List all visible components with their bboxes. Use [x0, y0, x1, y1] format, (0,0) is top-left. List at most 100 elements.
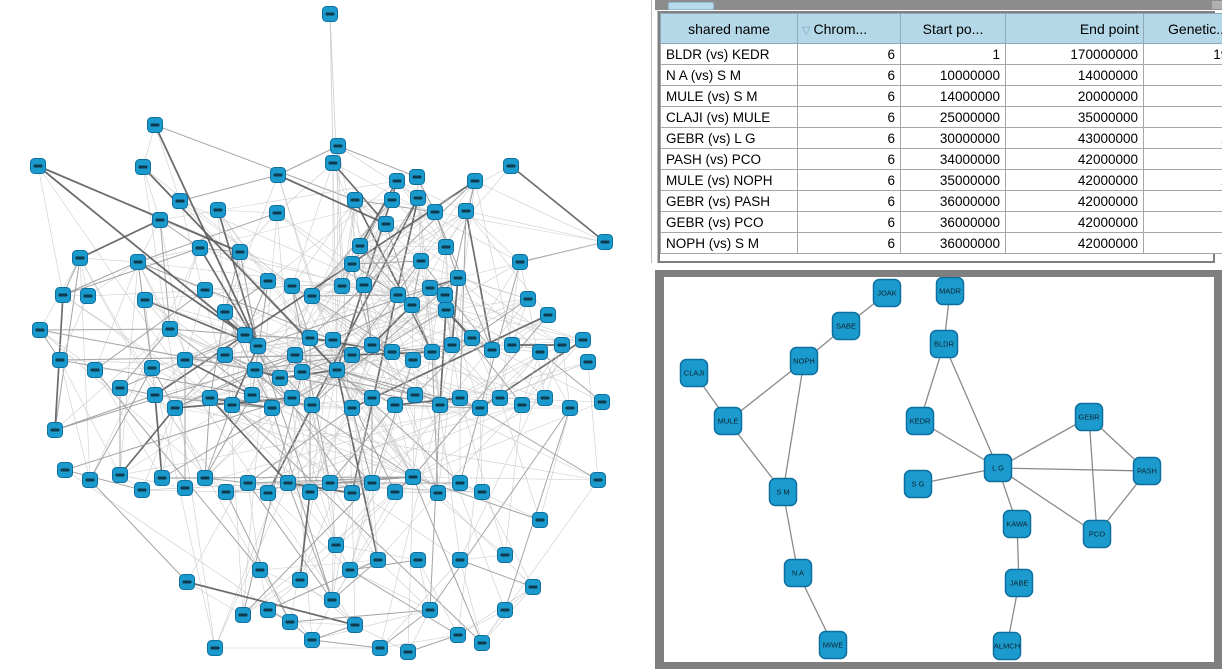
network-node[interactable] [147, 387, 163, 403]
network-node[interactable] [390, 287, 406, 303]
network-node-BLDR[interactable]: BLDR [929, 329, 959, 359]
network-node[interactable] [497, 547, 513, 563]
network-node[interactable] [344, 256, 360, 272]
column-header-1[interactable]: ▽ Chrom... [797, 13, 901, 44]
network-node[interactable] [137, 292, 153, 308]
network-node[interactable] [328, 537, 344, 553]
network-edge-L G-PASH[interactable] [997, 467, 1148, 472]
network-node[interactable] [322, 6, 338, 22]
network-node[interactable] [452, 552, 468, 568]
network-node[interactable] [287, 347, 303, 363]
network-node[interactable] [302, 330, 318, 346]
network-node[interactable] [47, 422, 63, 438]
network-node[interactable] [575, 332, 591, 348]
network-node-PASH[interactable]: PASH [1132, 456, 1162, 486]
network-node[interactable] [280, 475, 296, 491]
network-node[interactable] [334, 278, 350, 294]
network-node[interactable] [240, 475, 256, 491]
network-node[interactable] [344, 485, 360, 501]
network-node[interactable] [430, 485, 446, 501]
network-node[interactable] [218, 484, 234, 500]
network-node[interactable] [172, 193, 188, 209]
network-node[interactable] [344, 400, 360, 416]
network-node[interactable] [438, 239, 454, 255]
network-node[interactable] [364, 390, 380, 406]
network-node[interactable] [562, 400, 578, 416]
network-node[interactable] [325, 155, 341, 171]
network-node[interactable] [410, 190, 426, 206]
network-node[interactable] [294, 364, 310, 380]
network-node[interactable] [197, 470, 213, 486]
network-node-S M[interactable]: S M [768, 477, 798, 507]
network-node-KAWA[interactable]: KAWA [1002, 509, 1032, 539]
network-node[interactable] [532, 344, 548, 360]
network-node[interactable] [177, 352, 193, 368]
network-node[interactable] [260, 485, 276, 501]
table-row[interactable]: MULE (vs) NOPH6350000004200000010.5 [660, 169, 1222, 191]
network-node[interactable] [407, 387, 423, 403]
table-row[interactable]: NOPH (vs) S M636000000420000009.9 [660, 232, 1222, 254]
network-node[interactable] [344, 347, 360, 363]
network-node[interactable] [207, 640, 223, 656]
table-row[interactable]: PASH (vs) PCO6340000004200000011.4 [660, 148, 1222, 170]
network-node[interactable] [284, 390, 300, 406]
network-node[interactable] [260, 602, 276, 618]
network-node[interactable] [325, 332, 341, 348]
table-row[interactable]: CLAJI (vs) MULE625000000350000005.9 [660, 106, 1222, 128]
network-node[interactable] [269, 205, 285, 221]
network-node[interactable] [179, 574, 195, 590]
network-node[interactable] [192, 240, 208, 256]
network-node-S G[interactable]: S G [903, 469, 933, 499]
network-node[interactable] [504, 337, 520, 353]
network-node[interactable] [329, 362, 345, 378]
network-node[interactable] [413, 253, 429, 269]
network-node[interactable] [458, 203, 474, 219]
network-node[interactable] [80, 288, 96, 304]
column-header-2[interactable]: Start po... [900, 13, 1006, 44]
network-node[interactable] [302, 484, 318, 500]
network-node[interactable] [284, 278, 300, 294]
network-node[interactable] [87, 362, 103, 378]
network-node[interactable] [444, 337, 460, 353]
network-node[interactable] [135, 159, 151, 175]
network-node[interactable] [112, 467, 128, 483]
network-edge-GEBR-PCO[interactable] [1088, 416, 1098, 535]
network-node-CLAJI[interactable]: CLAJI [679, 358, 709, 388]
network-node[interactable] [512, 254, 528, 270]
network-node[interactable] [30, 158, 46, 174]
network-node[interactable] [162, 321, 178, 337]
main-network-canvas[interactable] [0, 0, 652, 669]
network-node-ALMCH[interactable]: ALMCH [992, 631, 1022, 661]
network-node[interactable] [467, 173, 483, 189]
scrollbar-thumb[interactable] [668, 2, 714, 10]
network-node[interactable] [597, 234, 613, 250]
network-node-JOAK[interactable]: JOAK [872, 278, 902, 308]
network-node-MIWE[interactable]: MIWE [818, 630, 848, 660]
network-node[interactable] [540, 307, 556, 323]
network-node-NOPH[interactable]: NOPH [789, 346, 819, 376]
table-row[interactable]: GEBR (vs) PCO636000000420000008.4 [660, 211, 1222, 233]
network-node[interactable] [177, 480, 193, 496]
network-node[interactable] [244, 387, 260, 403]
network-node[interactable] [167, 400, 183, 416]
network-node[interactable] [210, 202, 226, 218]
network-node[interactable] [438, 302, 454, 318]
network-node[interactable] [304, 288, 320, 304]
network-node[interactable] [224, 397, 240, 413]
network-node[interactable] [347, 192, 363, 208]
network-node[interactable] [55, 287, 71, 303]
network-node[interactable] [492, 390, 508, 406]
network-node[interactable] [364, 337, 380, 353]
network-node[interactable] [387, 397, 403, 413]
network-edge-L G-PCO[interactable] [997, 467, 1098, 535]
network-node[interactable] [282, 614, 298, 630]
network-node[interactable] [497, 602, 513, 618]
network-node[interactable] [356, 277, 372, 293]
table-row[interactable]: N A (vs) S M610000000140000006.6 [660, 64, 1222, 86]
network-node-SABE[interactable]: SABE [831, 311, 861, 341]
panel-splitter[interactable] [651, 0, 658, 263]
network-node[interactable] [304, 632, 320, 648]
network-node[interactable] [472, 400, 488, 416]
network-node[interactable] [197, 282, 213, 298]
network-node[interactable] [400, 644, 416, 660]
